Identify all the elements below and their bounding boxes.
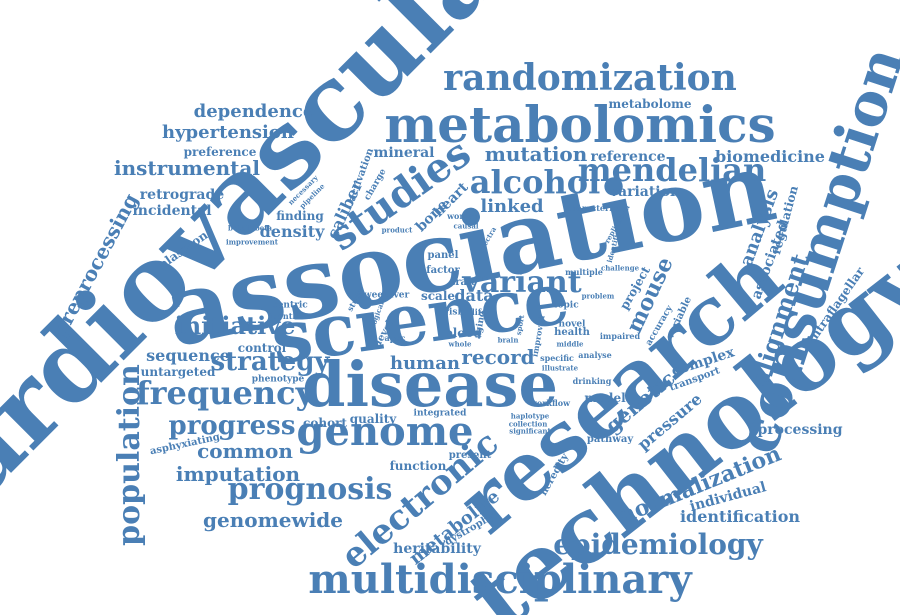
word-biomedicine: biomedicine [715, 147, 825, 166]
word-topic: topic [553, 300, 579, 311]
word-multidisciplinary: multidisciplinary [308, 556, 692, 603]
word-epidemiology: epidemiology [553, 528, 763, 561]
word-reference: reference [590, 149, 666, 165]
word-specific: specific [540, 353, 574, 363]
word-present: present [448, 450, 492, 461]
word-disease: disease [302, 348, 558, 421]
word-population: population [112, 364, 147, 546]
word-drinking: drinking [572, 376, 612, 386]
word-record: record [461, 345, 535, 369]
word-sweet: sweet [358, 290, 388, 301]
word-challenge: challenge [600, 263, 640, 273]
word-initiative: initiative [174, 311, 296, 340]
word-middle: middle [556, 339, 584, 349]
word-mendelian: mendelian [577, 151, 767, 189]
word-multiple: multiple [565, 267, 603, 277]
word-causal: causal [453, 221, 479, 231]
word-beta17beta: beta17beta [228, 223, 272, 233]
word-preference: preference [183, 145, 257, 159]
word-trait: trait [450, 277, 476, 288]
word-function: function [389, 459, 447, 473]
word-hypertension: hypertension [162, 122, 294, 143]
word-characterize: characterize [566, 203, 622, 213]
word-improvement: improvement [225, 237, 279, 247]
word-liver: liver [386, 290, 410, 301]
word-progress: progress [168, 411, 296, 441]
word-dependence: dependence [193, 101, 315, 122]
word-mutation: mutation [484, 142, 588, 166]
word-density: density [259, 222, 325, 241]
word-common: common [197, 439, 293, 463]
word-product: product [381, 225, 413, 235]
word-collection: collection [508, 419, 548, 429]
word-phenotype: phenotype [251, 374, 305, 385]
word-panel: panel [427, 250, 459, 261]
word-apoc: apoc [384, 333, 406, 343]
word-analyse: analyse [578, 350, 612, 360]
word-woman: woman [447, 211, 479, 221]
word-strategy: strategy [210, 347, 330, 377]
word-metabolome: metabolome [608, 97, 692, 111]
word-sequence: sequence [146, 346, 230, 365]
word-haplotype: haplotype [510, 411, 550, 421]
word-alcohol: alcohol [469, 163, 601, 201]
word-retrograde: retrograde [139, 187, 225, 203]
word-cohort: cohort [303, 416, 347, 430]
word-prognosis: prognosis [227, 472, 393, 507]
word-instrumental: instrumental [114, 156, 260, 180]
word-incidental: incidental [132, 203, 212, 219]
word-data: data [454, 286, 494, 305]
word-imputation: imputation [175, 462, 301, 486]
word-illustrate: illustrate [541, 363, 579, 373]
word-life: life [471, 307, 487, 317]
word-scale: scale [420, 289, 456, 303]
word-finding: finding [276, 209, 324, 223]
word-factor: factor [426, 265, 460, 276]
word-genomewide: genomewide [203, 508, 343, 532]
word-centric: centric [272, 300, 308, 311]
word-linked: linked [480, 196, 544, 217]
word-genome: genome [296, 408, 474, 455]
word-randomization: randomization [443, 57, 737, 99]
word-model: model [584, 391, 626, 405]
word-impaired: impaired [599, 331, 641, 341]
word-novel: novel [558, 319, 586, 330]
word-quality: quality [349, 412, 397, 426]
word-pathway: pathway [586, 434, 634, 445]
word-frequency: frequency [135, 374, 315, 412]
word-control: control [237, 341, 287, 355]
word-metabolomics: metabolomics [384, 95, 776, 154]
word-brain: brain [497, 335, 519, 345]
word-problem: problem [581, 291, 615, 301]
word-mineral: mineral [373, 145, 435, 161]
word-health: health [554, 327, 590, 338]
word-risk: risk [444, 307, 464, 318]
word-variation: variation [609, 184, 681, 200]
word-blood: blood [444, 326, 482, 340]
word-untargeted: untargeted [140, 365, 216, 379]
word-whole: whole [448, 339, 472, 349]
word-significant: significant [509, 426, 551, 436]
word-variant: variant [462, 265, 582, 300]
word-identification: identification [679, 507, 801, 526]
word-human: human [390, 353, 460, 374]
word-workflow: workflow [529, 398, 571, 408]
word-processing: processing [757, 422, 843, 438]
word-identifies: identifies [269, 311, 311, 321]
word-heritability: heritability [393, 541, 481, 557]
word-integrated: integrated [413, 408, 467, 419]
